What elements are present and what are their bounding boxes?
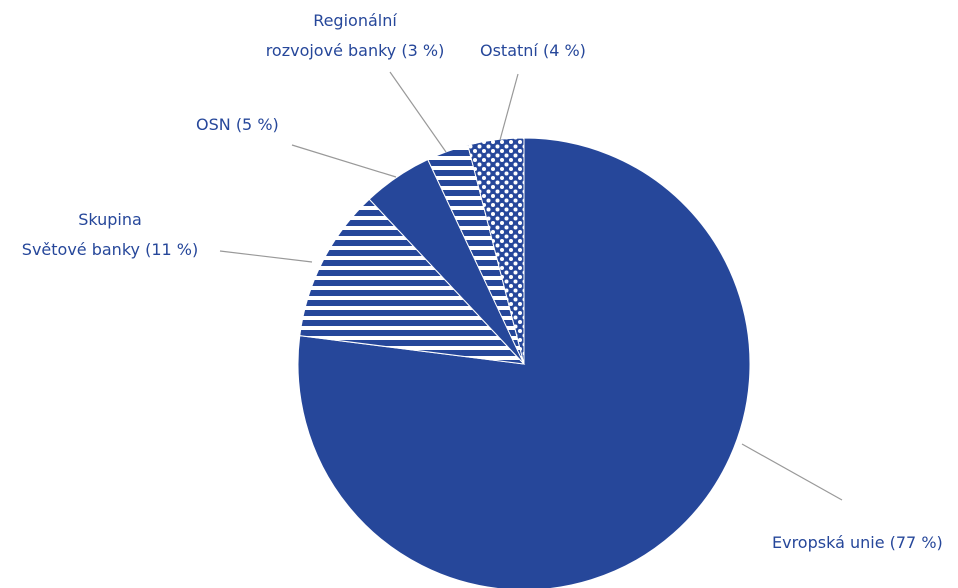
slice-label: Evropská unie (77 %) [772,528,943,558]
slice-label: OSN (5 %) [196,110,279,140]
value-label: (3 %) [401,41,445,60]
leader-line [291,144,397,178]
pie-slice [299,198,526,365]
pie-slice [467,137,525,365]
pie-slice [297,137,751,588]
category-label: Skupina Světové banky [21,210,142,259]
slice-label: Regionální rozvojové banky (3 %) [250,6,460,66]
value-label: (77 %) [889,533,943,552]
value-label: (11 %) [145,240,199,259]
category-label: Regionální rozvojové banky [265,11,397,60]
category-label: Ostatní [480,41,538,60]
leader-line [741,443,843,501]
value-label: (4 %) [542,41,586,60]
value-label: (5 %) [235,115,279,134]
slice-label: Skupina Světové banky (11 %) [10,205,210,265]
category-label: Evropská unie [772,533,885,552]
leader-line [389,71,447,153]
category-label: OSN [196,115,231,134]
leader-line [219,250,313,263]
slice-label: Ostatní (4 %) [480,36,586,66]
leader-line [499,73,519,141]
